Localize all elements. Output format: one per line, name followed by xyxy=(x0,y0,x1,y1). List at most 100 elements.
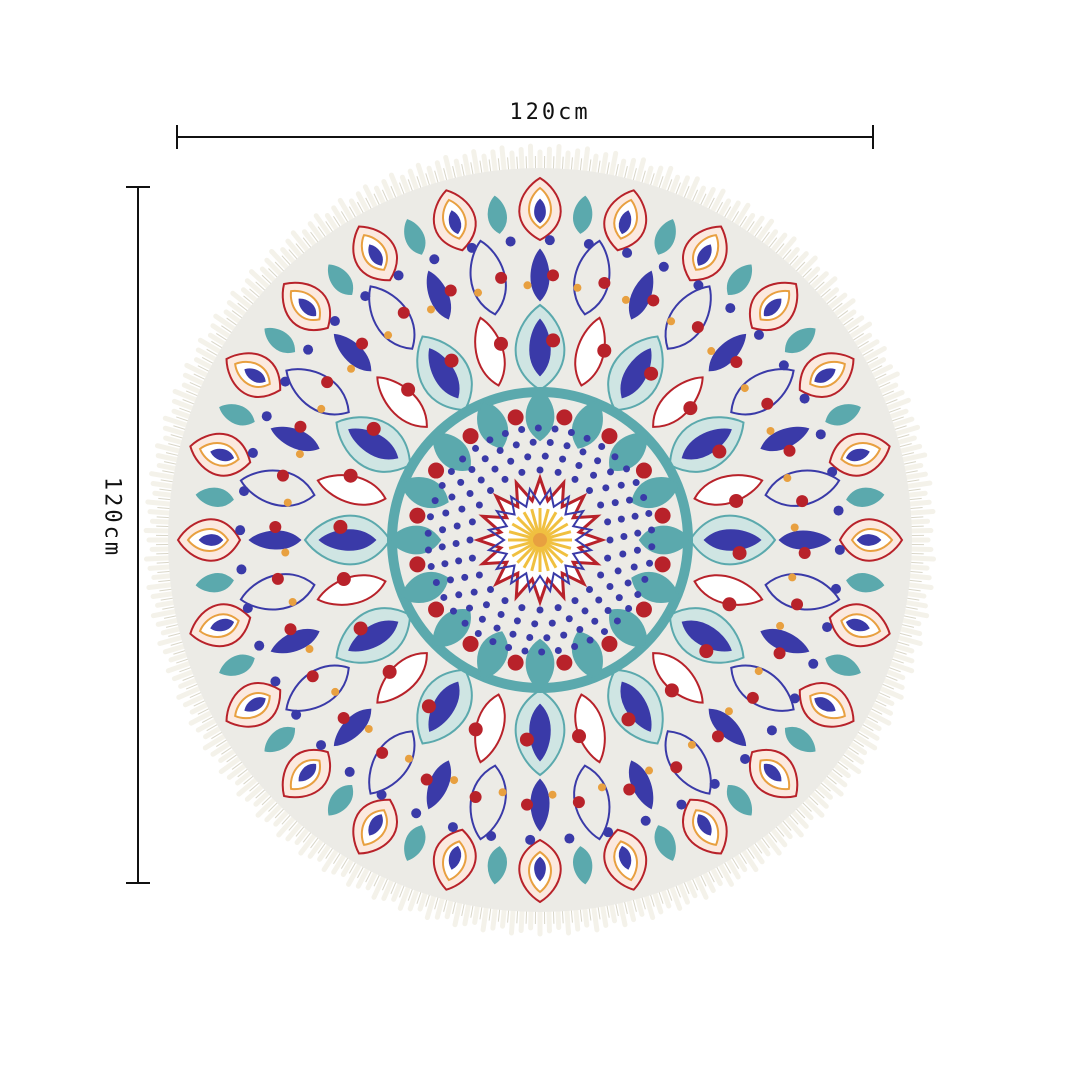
red-flower xyxy=(376,746,389,759)
center-star-inner xyxy=(486,486,594,594)
red-diamond xyxy=(644,366,659,381)
width-dimension-line xyxy=(177,136,873,138)
red-flower xyxy=(670,761,683,774)
teal-leaf-vein xyxy=(529,318,551,377)
sun-ray xyxy=(543,543,564,564)
blue-dot xyxy=(424,529,432,537)
blue-leaf xyxy=(248,530,302,550)
red-diamond xyxy=(712,444,727,459)
outer-dot xyxy=(640,815,651,826)
blue-dot xyxy=(602,484,610,492)
red-diamond xyxy=(468,722,483,737)
outer-leaf xyxy=(219,654,255,676)
orange-dot xyxy=(766,426,775,435)
outer-dot xyxy=(815,429,826,440)
blue-dot xyxy=(440,593,448,601)
outer-dot xyxy=(291,709,302,720)
blue-dot xyxy=(461,619,469,627)
sun-ray xyxy=(516,543,537,564)
blue-dot xyxy=(468,554,476,562)
orange-dot xyxy=(783,474,792,483)
blue-dot xyxy=(554,646,562,654)
inner-red-heart xyxy=(428,601,445,618)
blue-dot xyxy=(466,536,474,544)
red-flower xyxy=(321,376,334,389)
orange-dot xyxy=(384,331,393,340)
blue-dot xyxy=(606,582,614,590)
outer-petal-core xyxy=(244,368,266,383)
red-diamond xyxy=(597,343,612,358)
blue-leaf xyxy=(333,708,372,747)
outer-leaf xyxy=(195,487,234,507)
blue-dot xyxy=(619,550,627,558)
blue-leaf xyxy=(760,426,810,451)
red-outline-petal xyxy=(693,474,764,506)
blue-dot xyxy=(497,610,505,618)
outer-dot xyxy=(254,640,265,651)
outer-petal-core xyxy=(448,845,462,870)
red-flower xyxy=(796,495,809,508)
blue-dot xyxy=(501,597,509,605)
blue-dot xyxy=(518,426,526,434)
orange-dot xyxy=(573,283,582,292)
outer-leaf xyxy=(487,846,507,885)
teal-leaf-vein xyxy=(620,348,652,399)
sun-ray xyxy=(545,540,572,550)
red-outline-petal xyxy=(574,316,606,387)
outer-leaf xyxy=(327,264,354,296)
inner-red-heart xyxy=(428,462,445,479)
blue-dot xyxy=(501,475,509,483)
outer-dot xyxy=(740,753,751,764)
blue-dot xyxy=(536,606,544,614)
orange-dot xyxy=(404,754,413,763)
outer-dot xyxy=(235,525,246,536)
blue-dot xyxy=(524,453,532,461)
outer-dot xyxy=(709,778,720,789)
sun-ray xyxy=(543,516,564,537)
blue-dot xyxy=(475,501,483,509)
orange-dot xyxy=(740,384,749,393)
blue-dot xyxy=(446,576,454,584)
blue-dot xyxy=(491,465,499,473)
red-flower xyxy=(306,670,319,683)
blue-dot xyxy=(648,543,656,551)
inner-teal-lobe xyxy=(525,638,555,692)
inner-teal-lobe xyxy=(609,432,648,471)
red-diamond xyxy=(401,382,416,397)
outer-petal-core xyxy=(845,448,870,462)
teal-leaf-vein xyxy=(348,428,399,460)
blue-dot xyxy=(538,648,546,656)
blue-dot xyxy=(641,575,649,583)
outer-petal-core xyxy=(618,210,632,235)
teal-leaf-vein xyxy=(529,703,551,762)
blue-dot xyxy=(590,471,598,479)
blue-dot xyxy=(470,588,478,596)
blue-dot xyxy=(630,563,638,571)
red-flower xyxy=(623,783,636,796)
outer-leaf xyxy=(487,195,507,234)
sun-ray xyxy=(511,541,536,558)
blue-dot xyxy=(554,468,562,476)
red-diamond xyxy=(699,644,714,659)
outer-petal-core xyxy=(298,763,317,782)
blue-dot xyxy=(634,529,642,537)
outer-petal-core xyxy=(534,198,546,224)
blue-dot xyxy=(489,638,497,646)
outer-dot xyxy=(525,834,536,845)
blue-dot xyxy=(466,490,474,498)
blue-dot xyxy=(634,591,642,599)
orange-dot xyxy=(317,404,326,413)
inner-teal-lobe xyxy=(477,400,509,449)
blue-dot xyxy=(571,475,579,483)
inner-red-heart xyxy=(635,462,652,479)
outer-leaf xyxy=(846,573,885,593)
red-flower xyxy=(495,271,508,284)
orange-dot xyxy=(498,788,507,797)
blue-dot xyxy=(455,557,463,565)
blue-dot xyxy=(571,643,579,651)
inner-teal-lobe xyxy=(432,609,471,648)
orange-dot xyxy=(788,573,797,582)
orange-dot xyxy=(426,305,435,314)
blue-dot xyxy=(604,518,612,526)
